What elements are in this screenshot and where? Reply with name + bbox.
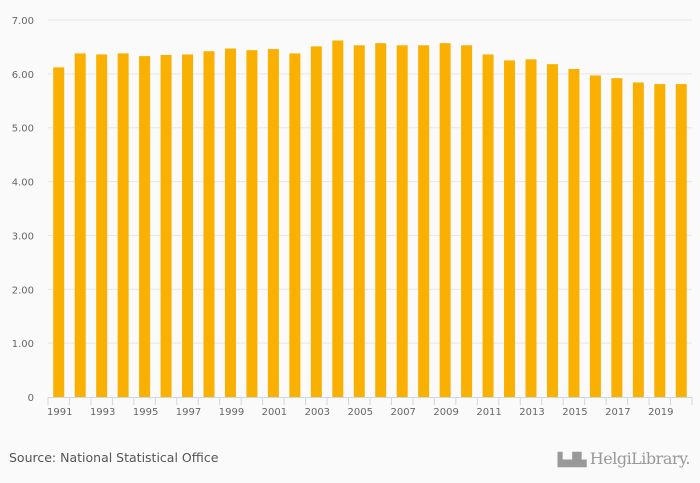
y-tick-label: 4.00: [12, 178, 34, 189]
bar-2018: [632, 82, 644, 397]
x-tick-label: 2011: [476, 407, 501, 418]
x-tick-label: 2015: [562, 407, 587, 418]
bar-1994: [117, 53, 129, 398]
y-tick-label: 0: [28, 393, 34, 404]
bar-2007: [396, 45, 408, 397]
source-note: Source: National Statistical Office: [9, 450, 219, 465]
bar-2015: [568, 69, 580, 397]
y-tick-label: 1.00: [12, 339, 34, 350]
y-tick-label: 6.00: [12, 70, 34, 81]
bar-2002: [289, 53, 301, 398]
bar-1992: [74, 53, 86, 398]
x-tick-label: 1995: [133, 407, 158, 418]
bar-chart: 0 1.00 2.00 3.00 4.00 5.00 6.00 7.00 1991 1993 199…: [12, 16, 693, 418]
x-tick-label: 2007: [390, 407, 415, 418]
x-tick-label: 1991: [47, 407, 72, 418]
bar-2008: [418, 45, 430, 397]
helgilibrary-logo: ▙▟▙ HelgiLibrary.: [557, 449, 691, 468]
x-tick-label: 1997: [176, 407, 201, 418]
y-tick-label: 7.00: [12, 16, 34, 27]
x-tick-label: 1993: [90, 407, 115, 418]
y-tick-label: 3.00: [12, 231, 34, 242]
x-tick-label: 2013: [519, 407, 544, 418]
bar-1993: [96, 54, 108, 398]
bar-1999: [224, 48, 236, 398]
x-tick-label: 2001: [262, 407, 287, 418]
bar-2010: [461, 45, 473, 397]
bar-2004: [332, 40, 344, 398]
bar-2014: [546, 64, 558, 398]
bar-2011: [482, 54, 494, 398]
x-tick-label: 2019: [648, 407, 673, 418]
bar-1995: [139, 56, 151, 397]
bar-2001: [267, 49, 279, 397]
x-tick-label: 2017: [605, 407, 630, 418]
x-tick-label: 1999: [219, 407, 244, 418]
bar-2000: [246, 50, 258, 397]
x-tick-label: 2003: [305, 407, 330, 418]
logo-icon: ▙▟▙: [557, 453, 590, 468]
y-tick-label: 5.00: [12, 124, 34, 135]
x-tick-label: 2009: [433, 407, 458, 418]
bar-2017: [611, 78, 623, 397]
bar-2020: [675, 84, 687, 397]
bar-1998: [203, 51, 215, 397]
bar-2006: [375, 43, 387, 398]
bar-2013: [525, 59, 537, 398]
y-tick-label: 2.00: [12, 285, 34, 296]
bar-2005: [353, 45, 365, 397]
bar-2012: [504, 60, 516, 398]
bar-2016: [589, 75, 601, 398]
bar-1991: [53, 67, 65, 397]
bar-1996: [160, 55, 172, 397]
bar-2019: [654, 84, 666, 397]
bar-2003: [310, 46, 322, 397]
bar-2009: [439, 43, 451, 398]
x-tick-label: 2005: [348, 407, 373, 418]
bar-1997: [182, 54, 194, 398]
